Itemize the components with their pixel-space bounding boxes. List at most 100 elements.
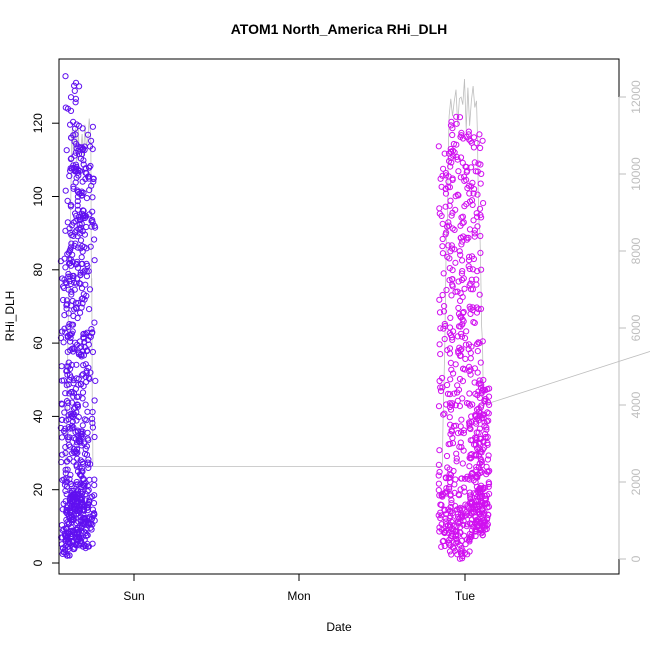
data-point (75, 169, 82, 176)
data-point (441, 150, 448, 157)
data-point (81, 440, 88, 447)
data-point (88, 526, 95, 533)
data-point (469, 401, 476, 408)
data-point (67, 155, 75, 163)
data-point (478, 266, 485, 273)
data-point (82, 401, 89, 408)
data-point (465, 263, 472, 270)
data-point (91, 319, 98, 326)
data-point (83, 195, 91, 202)
data-point (467, 280, 474, 287)
data-point (65, 359, 72, 366)
data-point (458, 129, 465, 136)
data-point (467, 310, 474, 317)
data-point (78, 304, 85, 311)
data-point (68, 222, 76, 229)
data-point (67, 425, 74, 432)
data-point (74, 314, 81, 322)
data-point (466, 303, 473, 310)
data-point (76, 534, 83, 542)
data-point (439, 250, 446, 257)
x-axis: Sun Mon Tue (123, 573, 475, 603)
data-point (57, 334, 65, 341)
data-point (64, 404, 71, 411)
data-point (475, 444, 482, 451)
data-point (466, 190, 473, 197)
data-point (452, 502, 459, 509)
data-point (442, 523, 449, 530)
data-point (71, 152, 78, 159)
data-point (458, 416, 465, 423)
data-point (79, 422, 86, 429)
data-point (77, 457, 84, 464)
data-point (62, 227, 69, 234)
data-point (448, 366, 455, 373)
data-point (457, 529, 464, 536)
data-point (91, 222, 98, 229)
data-point (462, 341, 469, 348)
data-point (477, 359, 484, 366)
data-point (74, 403, 82, 410)
y-tick-label: 60 (31, 336, 45, 350)
data-point (457, 251, 464, 258)
data-point (471, 230, 478, 237)
data-point (476, 394, 483, 401)
data-point (473, 464, 480, 471)
data-point (69, 321, 77, 328)
data-point (454, 551, 461, 558)
data-point (74, 455, 81, 462)
data-point (459, 159, 466, 166)
data-point (80, 528, 88, 535)
data-point (466, 520, 473, 527)
data-point (84, 504, 92, 511)
data-point (65, 323, 72, 330)
data-point (449, 283, 456, 290)
data-point (481, 495, 488, 502)
data-point (78, 254, 85, 261)
data-point (469, 179, 476, 186)
data-point (446, 391, 454, 398)
data-point (450, 370, 457, 377)
data-point (79, 389, 87, 396)
data-point (72, 95, 80, 103)
data-point (58, 434, 66, 441)
data-point (74, 202, 81, 209)
data-point (466, 390, 473, 397)
data-point (449, 131, 456, 139)
data-point (79, 295, 86, 302)
data-point (455, 192, 462, 199)
data-point (466, 419, 473, 426)
data-point (466, 425, 473, 432)
data-point (464, 551, 471, 558)
data-point (478, 214, 485, 221)
data-point (473, 527, 480, 535)
data-point (437, 325, 444, 332)
data-point (72, 511, 80, 518)
data-point (62, 73, 69, 80)
data-point (453, 458, 460, 465)
data-point (76, 338, 84, 345)
data-point (463, 234, 470, 241)
data-point (466, 367, 473, 375)
data-point (483, 424, 490, 431)
data-point (469, 499, 476, 506)
data-point (435, 472, 442, 479)
data-point (86, 164, 93, 171)
data-point (89, 408, 96, 416)
data-point (74, 198, 81, 205)
data-point (484, 456, 491, 463)
data-point (67, 347, 74, 354)
data-point (64, 466, 71, 473)
data-point (450, 522, 457, 529)
data-point (74, 449, 81, 456)
data-point (79, 490, 86, 497)
data-point (484, 514, 491, 522)
data-point (463, 176, 470, 183)
data-point (480, 524, 487, 532)
data-point (448, 118, 455, 125)
data-point (80, 207, 87, 214)
data-point (476, 493, 484, 500)
data-point (456, 114, 464, 121)
data-point (446, 255, 453, 262)
data-point (70, 185, 77, 192)
